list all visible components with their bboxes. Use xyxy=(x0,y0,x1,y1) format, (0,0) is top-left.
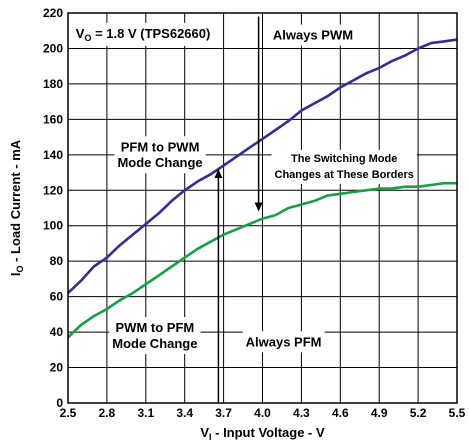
condition-label-box xyxy=(72,22,214,46)
x-tick-label: 4.0 xyxy=(254,406,271,420)
x-tick-label: 2.5 xyxy=(60,406,77,420)
always-pfm-label-box xyxy=(242,331,325,353)
series-line-pwm-to-pfm xyxy=(67,181,457,339)
x-tick-label: 3.4 xyxy=(176,406,193,420)
condition-label: VO = 1.8 V (TPS62660) xyxy=(76,26,211,43)
x-tick-label: 3.7 xyxy=(215,406,232,420)
y-axis-title: IO - Load Current - mA xyxy=(8,139,25,276)
y-axis-title-rest: - Load Current - mA xyxy=(8,139,23,265)
y-tick-label: 200 xyxy=(43,41,63,55)
pwm-to-pfm-label-box xyxy=(109,317,201,355)
y-tick-label: 180 xyxy=(43,77,63,91)
x-axis-title-sub: I xyxy=(209,432,212,442)
x-tick-label: 2.8 xyxy=(99,406,116,420)
arrow-down-head xyxy=(254,202,263,212)
pfm-to-pwm-label-box xyxy=(114,136,206,174)
condition-label-rest: = 1.8 V (TPS62660) xyxy=(91,26,210,41)
borders-label-box xyxy=(271,149,417,184)
pfm-to-pwm-label-line2: Mode Change xyxy=(117,155,202,170)
x-tick-label: 4.9 xyxy=(371,406,388,420)
pwm-to-pfm-label-line1: PWM to PFM xyxy=(116,320,195,335)
always-pwm-label-box xyxy=(269,24,357,46)
y-tick-label: 0 xyxy=(56,396,63,410)
x-tick-label: 5.5 xyxy=(449,406,466,420)
pwm-to-pfm-label-line2: Mode Change xyxy=(112,336,197,351)
y-tick-labels: 0 20 40 60 80 100 120 140 160 180 200 220 xyxy=(43,6,63,410)
always-pwm-label: Always PWM xyxy=(273,28,353,43)
condition-label-sub: O xyxy=(84,33,91,43)
x-tick-label: 4.3 xyxy=(293,406,310,420)
borders-label-line2: Changes at These Borders xyxy=(275,169,414,181)
x-axis-title-main: V xyxy=(200,425,209,440)
y-tick-label: 220 xyxy=(43,6,63,20)
series-group xyxy=(67,38,458,339)
x-axis-title-rest: - Input Voltage - V xyxy=(212,425,325,440)
x-tick-labels: 2.5 2.8 3.1 3.4 3.7 4.0 4.3 4.6 4.9 5.2 5.5 xyxy=(60,406,466,420)
x-axis-title: VI - Input Voltage - V xyxy=(200,425,325,442)
series-line-pfm-to-pwm xyxy=(67,38,458,295)
y-axis-title-sub: O xyxy=(15,266,25,273)
annotation-arrows xyxy=(214,16,263,403)
x-tick-label: 5.2 xyxy=(410,406,427,420)
y-tick-label: 60 xyxy=(50,290,64,304)
y-axis-title-main: I xyxy=(8,273,23,277)
y-tick-label: 120 xyxy=(43,183,63,197)
y-tick-label: 140 xyxy=(43,148,63,162)
borders-label-line1: The Switching Mode xyxy=(291,153,397,165)
arrow-up-head xyxy=(214,169,223,178)
y-tick-label: 160 xyxy=(43,112,63,126)
x-tick-label: 4.6 xyxy=(332,406,349,420)
condition-label-main: V xyxy=(76,26,85,41)
y-tick-label: 40 xyxy=(50,325,64,339)
pfm-to-pwm-label-line1: PFM to PWM xyxy=(121,139,200,154)
y-tick-label: 80 xyxy=(50,254,64,268)
y-tick-label: 20 xyxy=(50,361,64,375)
y-tick-label: 100 xyxy=(43,219,63,233)
always-pfm-label: Always PFM xyxy=(246,334,322,349)
x-tick-label: 3.1 xyxy=(137,406,154,420)
plot-frame xyxy=(67,12,458,404)
